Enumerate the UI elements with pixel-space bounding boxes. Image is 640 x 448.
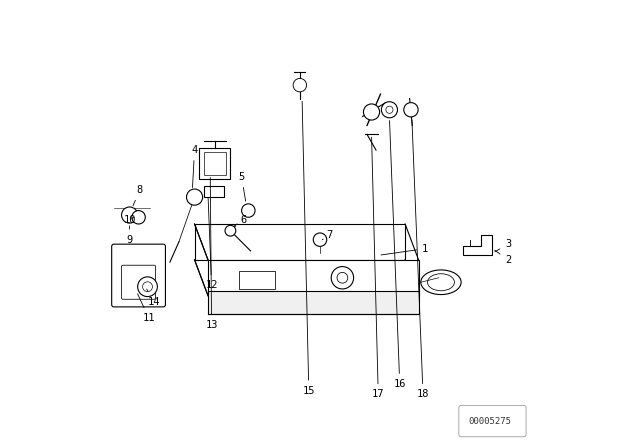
Text: 11: 11 xyxy=(138,294,155,323)
Bar xyxy=(204,152,226,175)
Polygon shape xyxy=(208,291,419,314)
Circle shape xyxy=(132,211,145,224)
FancyBboxPatch shape xyxy=(122,265,156,299)
Text: 12: 12 xyxy=(205,198,218,290)
Text: 10: 10 xyxy=(124,215,136,224)
Text: 00005275: 00005275 xyxy=(468,417,512,426)
Text: 17: 17 xyxy=(372,137,385,399)
Text: 18: 18 xyxy=(412,120,429,399)
Circle shape xyxy=(381,102,397,118)
Text: 8: 8 xyxy=(133,185,143,206)
Bar xyxy=(199,148,230,179)
Bar xyxy=(204,186,224,197)
Text: 9: 9 xyxy=(127,226,132,245)
Circle shape xyxy=(404,103,418,117)
Circle shape xyxy=(293,78,307,92)
Text: 13: 13 xyxy=(205,177,218,330)
Circle shape xyxy=(314,233,327,246)
Bar xyxy=(239,271,275,289)
Circle shape xyxy=(332,267,354,289)
Circle shape xyxy=(386,106,393,113)
FancyBboxPatch shape xyxy=(459,405,526,437)
Polygon shape xyxy=(195,224,405,260)
Circle shape xyxy=(364,104,380,120)
Text: 3: 3 xyxy=(495,239,511,252)
Circle shape xyxy=(186,189,203,205)
Text: 16: 16 xyxy=(390,121,406,389)
Polygon shape xyxy=(208,260,419,296)
Circle shape xyxy=(138,277,157,297)
Circle shape xyxy=(337,272,348,283)
FancyBboxPatch shape xyxy=(112,244,165,307)
Text: 14: 14 xyxy=(147,289,161,306)
Circle shape xyxy=(242,204,255,217)
Circle shape xyxy=(225,225,236,236)
Polygon shape xyxy=(463,235,493,255)
Circle shape xyxy=(122,207,138,223)
Ellipse shape xyxy=(428,274,454,291)
Circle shape xyxy=(143,282,152,292)
Text: 7: 7 xyxy=(323,230,332,240)
Text: 2: 2 xyxy=(495,250,511,265)
Text: 15: 15 xyxy=(302,101,315,396)
Text: 6: 6 xyxy=(235,215,247,227)
Ellipse shape xyxy=(421,270,461,295)
Text: 1: 1 xyxy=(381,244,428,255)
Text: 4: 4 xyxy=(191,145,198,188)
Text: 5: 5 xyxy=(239,172,246,201)
